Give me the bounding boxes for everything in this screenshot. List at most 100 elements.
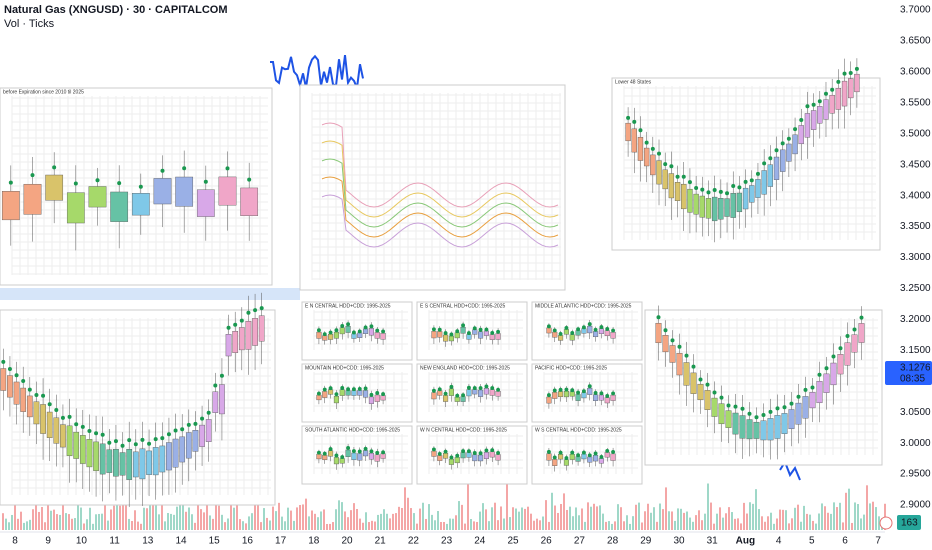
point	[334, 328, 339, 333]
volume-bar	[590, 506, 592, 530]
box	[792, 134, 798, 155]
box	[126, 449, 133, 480]
point	[838, 346, 843, 351]
volume-bar	[755, 489, 757, 530]
volume-bar	[515, 508, 517, 530]
box	[668, 173, 675, 199]
box	[742, 187, 749, 210]
volume-bar	[383, 509, 385, 530]
point	[461, 323, 466, 328]
overlay-title: W S CENTRAL HDD+CDD: 1995-2025	[535, 427, 622, 433]
point	[443, 449, 448, 454]
volume-bar	[839, 502, 841, 530]
volume-bar	[89, 507, 91, 530]
box	[558, 453, 564, 460]
volume-bar	[389, 518, 391, 530]
point	[599, 455, 604, 459]
point	[564, 387, 569, 392]
box	[333, 395, 339, 404]
point	[381, 450, 386, 455]
volume-bar	[251, 513, 253, 530]
volume-bar	[98, 513, 100, 530]
box	[238, 327, 245, 351]
point	[626, 115, 631, 120]
point	[599, 325, 604, 330]
box	[581, 328, 587, 334]
point	[431, 447, 436, 452]
volume-bar	[683, 512, 685, 530]
box	[159, 445, 166, 473]
point	[461, 449, 466, 454]
box	[683, 362, 690, 386]
point	[357, 386, 362, 391]
box	[322, 391, 328, 398]
volume-bar	[425, 518, 427, 530]
volume-bar	[143, 507, 145, 530]
volume-bar	[275, 511, 277, 530]
point	[650, 146, 655, 151]
volume-bar	[140, 523, 142, 530]
box	[739, 415, 746, 439]
volume-bar	[398, 506, 400, 530]
volume-bar	[530, 513, 532, 530]
point	[21, 378, 26, 383]
volume-bar	[797, 504, 799, 530]
box	[732, 412, 739, 435]
point	[322, 387, 327, 392]
volume-bar	[413, 513, 415, 530]
volume-bar	[485, 509, 487, 530]
volume-bar	[305, 498, 307, 530]
volume-bar	[854, 502, 856, 530]
box	[746, 419, 753, 440]
point	[449, 384, 454, 389]
point	[552, 455, 557, 460]
volume-bar	[281, 516, 283, 530]
time-tick-label: 22	[408, 536, 420, 547]
box	[662, 335, 669, 353]
volume-bar	[692, 521, 694, 530]
point	[381, 392, 386, 397]
point	[754, 415, 759, 420]
box	[448, 458, 454, 465]
volume-bar	[848, 488, 850, 530]
volume-bar	[329, 523, 331, 530]
point	[743, 179, 748, 184]
point	[180, 427, 185, 432]
box	[558, 335, 564, 341]
box	[328, 450, 334, 457]
point	[233, 322, 238, 327]
time-tick-label: 16	[242, 536, 254, 547]
price-tick-label: 3.4000	[900, 190, 931, 201]
time-tick-label: 21	[375, 536, 387, 547]
point	[593, 390, 598, 395]
point	[47, 402, 52, 407]
price-tick-label: 3.6000	[900, 67, 931, 78]
box	[339, 389, 345, 396]
box	[687, 188, 693, 213]
volume-bar	[821, 503, 823, 530]
time-tick-label: 23	[441, 536, 453, 547]
volume-bar	[416, 523, 418, 530]
point	[437, 387, 442, 392]
box	[339, 458, 345, 464]
point	[490, 448, 495, 453]
box	[258, 315, 265, 342]
volume-bar	[653, 507, 655, 530]
volume-bar	[494, 502, 496, 530]
volume-bar	[491, 507, 493, 530]
volume-bar	[554, 505, 556, 530]
point	[239, 318, 244, 323]
box	[552, 331, 558, 338]
volume-bar	[878, 516, 880, 530]
volume-bar	[20, 511, 22, 530]
volume-bar	[221, 514, 223, 530]
volume-bar	[155, 497, 157, 530]
point	[357, 329, 362, 334]
volume-bar	[266, 517, 268, 530]
volume-bar	[659, 503, 661, 530]
point	[581, 450, 586, 455]
volume-bar	[764, 521, 766, 530]
box	[252, 318, 258, 346]
volume-bar	[380, 513, 382, 530]
volume-bar	[167, 513, 169, 530]
